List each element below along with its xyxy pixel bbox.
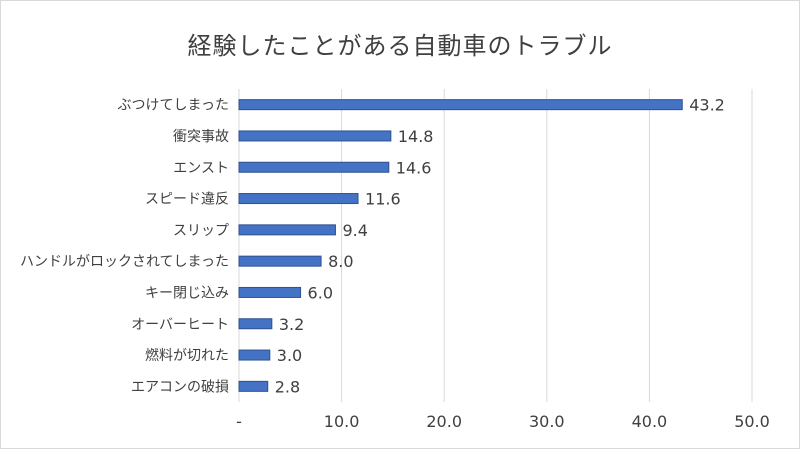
- bar: [238, 130, 392, 142]
- x-tick-label: 40.0: [632, 412, 668, 431]
- bar: [238, 255, 322, 267]
- category-label: オーバーヒート: [131, 317, 229, 333]
- bar: [238, 224, 336, 236]
- bar: [238, 380, 269, 392]
- data-label: 8.0: [328, 252, 353, 271]
- x-tick-label: -: [236, 412, 242, 431]
- data-label: 14.8: [398, 127, 434, 146]
- bar: [238, 193, 359, 205]
- data-label: 2.8: [275, 377, 300, 396]
- category-label: ハンドルがロックされてしまった: [20, 254, 229, 270]
- category-label: キー閉じ込み: [145, 285, 229, 301]
- data-label: 43.2: [689, 96, 725, 115]
- category-label: エンスト: [173, 160, 229, 176]
- category-label: 衝突事故: [173, 129, 229, 145]
- x-tick-label: 10.0: [324, 412, 360, 431]
- data-label: 3.0: [277, 346, 302, 365]
- category-label: 燃料が切れた: [145, 347, 229, 364]
- bar: [238, 161, 390, 173]
- x-tick-label: 20.0: [426, 412, 462, 431]
- x-tick-label: 30.0: [529, 412, 565, 431]
- data-label: 14.6: [396, 158, 432, 177]
- category-label: スピード違反: [145, 192, 229, 208]
- category-label: スリップ: [173, 223, 229, 239]
- data-label: 9.4: [342, 221, 367, 240]
- data-label: 3.2: [279, 315, 304, 334]
- bar: [238, 286, 302, 298]
- x-tick-label: 50.0: [734, 412, 770, 431]
- bar: [238, 99, 683, 111]
- data-label: 11.6: [365, 190, 401, 209]
- category-label: エアコンの破損: [131, 379, 229, 395]
- category-label: ぶつけてしまった: [118, 98, 229, 114]
- data-label: 6.0: [308, 283, 333, 302]
- bar: [238, 349, 271, 361]
- chart-title: 経験したことがある自動車のトラブル: [187, 32, 613, 60]
- bar: [238, 318, 273, 330]
